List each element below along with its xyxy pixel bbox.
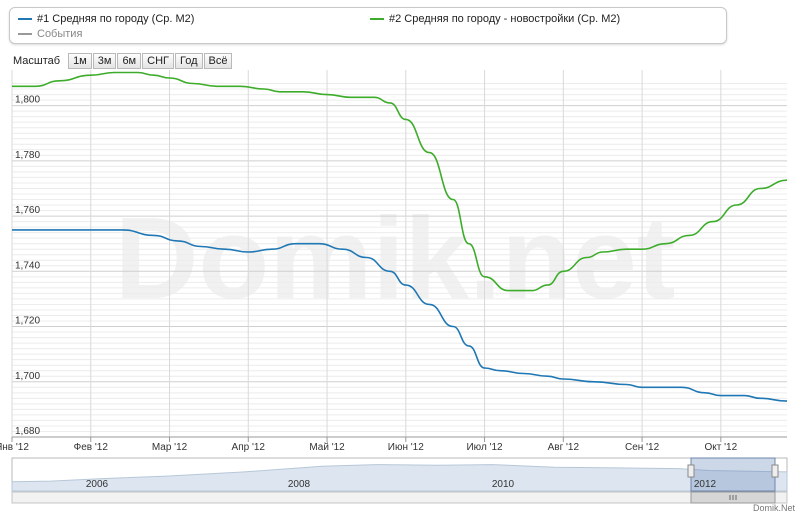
navigator-area [11,464,788,492]
plot-area [11,71,788,402]
x-tick-label: Сен '12 [625,442,660,453]
legend-label-series2: #2 Средняя по городу - новостройки (Ср. … [389,13,621,25]
watermark-text: Domik.net [115,193,676,323]
zoom-button-all[interactable]: Всё [203,53,233,69]
y-tick-label: 1,800 [15,95,40,106]
zoom-button-6m[interactable]: 6м [117,53,142,69]
x-tick-label: Июл '12 [466,442,503,453]
chart-legend: #1 Средняя по городу (Ср. М2) #2 Средняя… [9,7,727,44]
zoom-label: Масштаб [13,55,61,67]
y-tick-label: 1,780 [15,150,40,161]
series-line-2[interactable] [11,71,788,292]
navigator-year-label: 2008 [288,479,311,490]
x-tick-label: Авг '12 [548,442,580,453]
y-tick-label: 1,700 [15,371,40,382]
zoom-button-ytd[interactable]: СНГ [142,53,174,69]
navigator-scrollbar-track[interactable] [11,491,788,504]
legend-label-events: События [37,28,83,40]
zoom-button-1y[interactable]: Год [174,53,203,69]
y-tick-label: 1,680 [15,426,40,437]
y-tick-label: 1,720 [15,316,40,327]
navigator: 2006 2008 2010 2012 [11,457,788,504]
x-tick-label: Май '12 [309,442,345,453]
x-tick-label: Окт '12 [705,442,738,453]
zoom-selector: Масштаб 1м 3м 6м СНГ Год Всё [13,53,233,69]
y-tick-label: 1,760 [15,205,40,216]
navigator-handle-left[interactable] [687,464,695,478]
legend-item-series2[interactable]: #2 Средняя по городу - новостройки (Ср. … [370,13,620,25]
zoom-button-3m[interactable]: 3м [92,53,117,69]
legend-item-series1[interactable]: #1 Средняя по городу (Ср. М2) [18,13,194,25]
legend-swatch-series1 [18,18,32,20]
legend-item-events[interactable]: События [18,28,82,40]
x-tick-label: Июн '12 [388,442,424,453]
legend-swatch-events [18,33,32,35]
navigator-handle-right[interactable] [771,464,779,478]
legend-label-series1: #1 Средняя по городу (Ср. М2) [37,13,195,25]
series-line-1[interactable] [12,229,788,402]
navigator-year-label: 2012 [694,479,717,490]
navigator-selection[interactable] [690,457,776,492]
chart-grid [11,70,787,438]
navigator-year-label: 2006 [86,479,109,490]
x-tick-label: Фев '12 [74,442,109,453]
x-tick-label: Янв '12 [0,442,29,453]
y-tick-label: 1,740 [15,260,40,271]
navigator-year-label: 2010 [492,479,515,490]
credit-link[interactable]: Domik.Net [752,503,795,513]
legend-swatch-series2 [370,18,384,20]
x-tick-label: Апр '12 [232,442,266,453]
chart-axes: 1,680 1,700 1,720 1,740 1,760 1,780 1,800 Янв '… [0,95,787,453]
x-tick-label: Мар '12 [152,442,188,453]
zoom-button-1m[interactable]: 1м [68,53,92,69]
